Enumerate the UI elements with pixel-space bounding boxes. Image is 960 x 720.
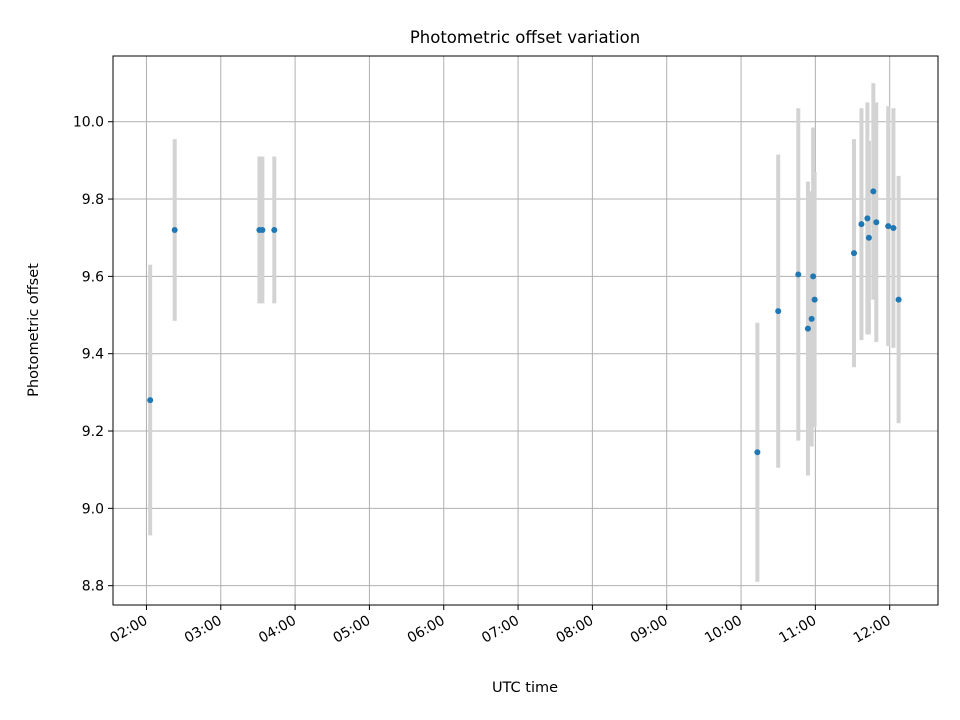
data-point (754, 449, 761, 456)
data-point (865, 234, 872, 241)
x-tick-label: 06:00 (405, 613, 448, 647)
y-tick-label: 9.8 (82, 192, 104, 208)
data-point (259, 226, 266, 233)
data-point (775, 308, 782, 315)
data-point (895, 296, 902, 303)
data-point (271, 226, 278, 233)
y-tick-label: 9.6 (82, 269, 104, 285)
y-axis-label: Photometric offset (26, 263, 42, 397)
y-tick-label: 9.2 (82, 424, 104, 440)
x-tick-label: 10:00 (702, 613, 745, 647)
data-point (870, 188, 877, 195)
data-point (811, 296, 818, 303)
chart-title: Photometric offset variation (410, 28, 640, 47)
x-tick-label: 05:00 (330, 613, 373, 647)
data-point (851, 250, 858, 257)
data-point (804, 325, 811, 332)
y-tick-label: 8.8 (82, 579, 104, 595)
x-tick-label: 07:00 (479, 613, 522, 647)
plot-frame (112, 55, 939, 606)
y-tick-label: 9.0 (82, 501, 104, 517)
data-point (885, 223, 892, 230)
data-point (810, 273, 817, 280)
x-tick-label: 11:00 (776, 613, 819, 647)
data-point (808, 315, 815, 322)
data-point (147, 397, 154, 404)
data-points (147, 188, 902, 456)
error-bars (148, 83, 901, 582)
data-point (873, 219, 880, 226)
data-point (795, 271, 802, 278)
data-point (890, 225, 897, 232)
y-tick-label: 10.0 (73, 115, 104, 131)
y-axis-ticks: 8.8 9.0 9.2 9.4 9.6 9.8 10.0 (73, 115, 113, 595)
y-tick-label: 9.4 (82, 347, 104, 363)
x-tick-label: 02:00 (107, 613, 150, 647)
x-tick-label: 04:00 (256, 613, 299, 647)
x-tick-label: 03:00 (182, 613, 225, 647)
data-point (858, 221, 865, 228)
data-point (171, 226, 178, 233)
x-tick-label: 08:00 (553, 613, 596, 647)
x-axis-ticks: 02:00 03:00 04:00 05:00 06:00 07:00 08:00 09:00… (107, 605, 894, 647)
x-tick-label: 12:00 (851, 613, 894, 647)
x-tick-label: 09:00 (628, 613, 671, 647)
data-point (864, 215, 871, 222)
x-axis-label: UTC time (492, 680, 558, 696)
